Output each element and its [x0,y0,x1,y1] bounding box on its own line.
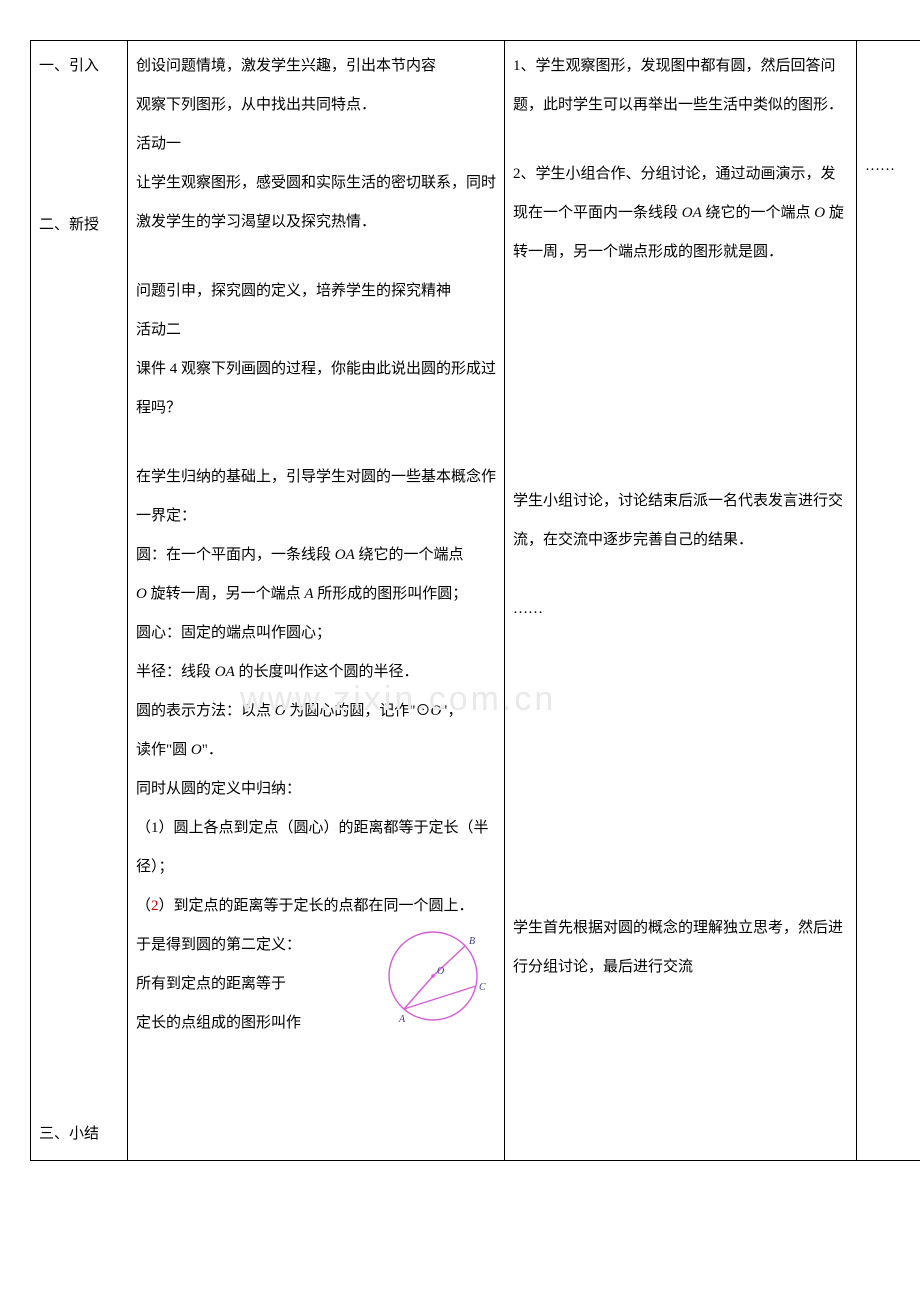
text-fragment: 为圆心的圆，记作"⊙ [286,703,431,719]
variable-a: A [304,586,313,602]
teacher-text: 圆心：固定的端点叫作圆心； [136,614,496,653]
student-text: 学生首先根据对圆的概念的理解独立思考，然后进行分组讨论，最后进行交流 [513,909,848,987]
note-ellipsis: …… [865,147,920,186]
text-fragment: 圆的表示方法：以点 [136,703,275,719]
teacher-text: 读作"圆 O"． [136,731,496,770]
teacher-text: 观察下列图形，从中找出共同特点． [136,86,496,125]
variable-o: O [430,703,441,719]
label-c: C [479,982,486,993]
text-fragment: 所形成的图形叫作圆； [314,586,468,602]
lesson-table: 一、引入 二、新授 三、小结 创设问题情境，激发学生兴趣，引出本节内容 观察下列… [30,40,920,1161]
variable-o: O [814,205,825,221]
teacher-text: 在学生归纳的基础上，引导学生对圆的一些基本概念作一界定： [136,458,496,536]
teacher-text: 圆的表示方法：以点 O 为圆心的圆，记作"⊙O"， [136,692,496,731]
section-label-intro: 一、引入 [39,47,119,86]
circle-svg: O B C A [371,926,496,1036]
variable-o: O [136,586,147,602]
text-fragment: 绕它的一个端点 [355,547,464,563]
text-fragment: 旋转一周，另一个端点 [147,586,305,602]
label-b: B [469,936,475,947]
section-label-new: 二、新授 [39,206,119,245]
teacher-column: 创设问题情境，激发学生兴趣，引出本节内容 观察下列图形，从中找出共同特点． 活动… [128,41,505,1161]
teacher-text: 课件 4 观察下列画圆的过程，你能由此说出圆的形成过程吗？ [136,350,496,428]
teacher-text: （2）到定点的距离等于定长的点都在同一个圆上． [136,887,496,926]
teacher-text: 活动二 [136,311,496,350]
text-fragment: "． [202,742,223,758]
teacher-text: 活动一 [136,125,496,164]
variable-oa: OA [335,547,355,563]
teacher-text: O 旋转一周，另一个端点 A 所形成的图形叫作圆； [136,575,496,614]
student-ellipsis: …… [513,590,848,629]
teacher-text: 半径：线段 OA 的长度叫作这个圆的半径． [136,653,496,692]
text-fragment: 读作"圆 [136,742,191,758]
student-text: 1、学生观察图形，发现图中都有圆，然后回答问题，此时学生可以再举出一些生活中类似… [513,47,848,125]
variable-o: O [191,742,202,758]
section-label-summary: 三、小结 [39,1115,119,1154]
teacher-text: （1）圆上各点到定点（圆心）的距离都等于定长（半径）； [136,809,496,887]
text-fragment: ）到定点的距离等于定长的点都在同一个圆上． [159,898,474,914]
teacher-text: 同时从圆的定义中归纳： [136,770,496,809]
teacher-text: 让学生观察图形，感受圆和实际生活的密切联系，同时激发学生的学习渴望以及探究热情． [136,164,496,242]
variable-oa: OA [215,664,235,680]
label-column: 一、引入 二、新授 三、小结 [31,41,128,1161]
label-a: A [398,1014,406,1025]
text-fragment: 绕它的一个端点 [702,205,815,221]
student-text: 2、学生小组合作、分组讨论，通过动画演示，发现在一个平面内一条线段 OA 绕它的… [513,155,848,272]
teacher-text: 圆：在一个平面内，一条线段 OA 绕它的一个端点 [136,536,496,575]
student-text: 学生小组讨论，讨论结束后派一名代表发言进行交流，在交流中逐步完善自己的结果． [513,482,848,560]
text-fragment: （ [136,898,151,914]
text-fragment: 圆：在一个平面内，一条线段 [136,547,335,563]
red-number: 2 [151,898,159,914]
teacher-text: 创设问题情境，激发学生兴趣，引出本节内容 [136,47,496,86]
variable-o: O [275,703,286,719]
teacher-text: 问题引申，探究圆的定义，培养学生的探究精神 [136,272,496,311]
student-column: 1、学生观察图形，发现图中都有圆，然后回答问题，此时学生可以再举出一些生活中类似… [505,41,857,1161]
table-row: 一、引入 二、新授 三、小结 创设问题情境，激发学生兴趣，引出本节内容 观察下列… [31,41,920,1161]
text-fragment: 的长度叫作这个圆的半径． [235,664,419,680]
note-column: …… [857,41,920,1161]
circle-diagram: O B C A [371,926,496,1036]
center-dot [431,974,435,978]
text-fragment: 半径：线段 [136,664,215,680]
label-o: O [437,966,444,977]
text-fragment: "， [441,703,462,719]
variable-oa: OA [682,205,702,221]
